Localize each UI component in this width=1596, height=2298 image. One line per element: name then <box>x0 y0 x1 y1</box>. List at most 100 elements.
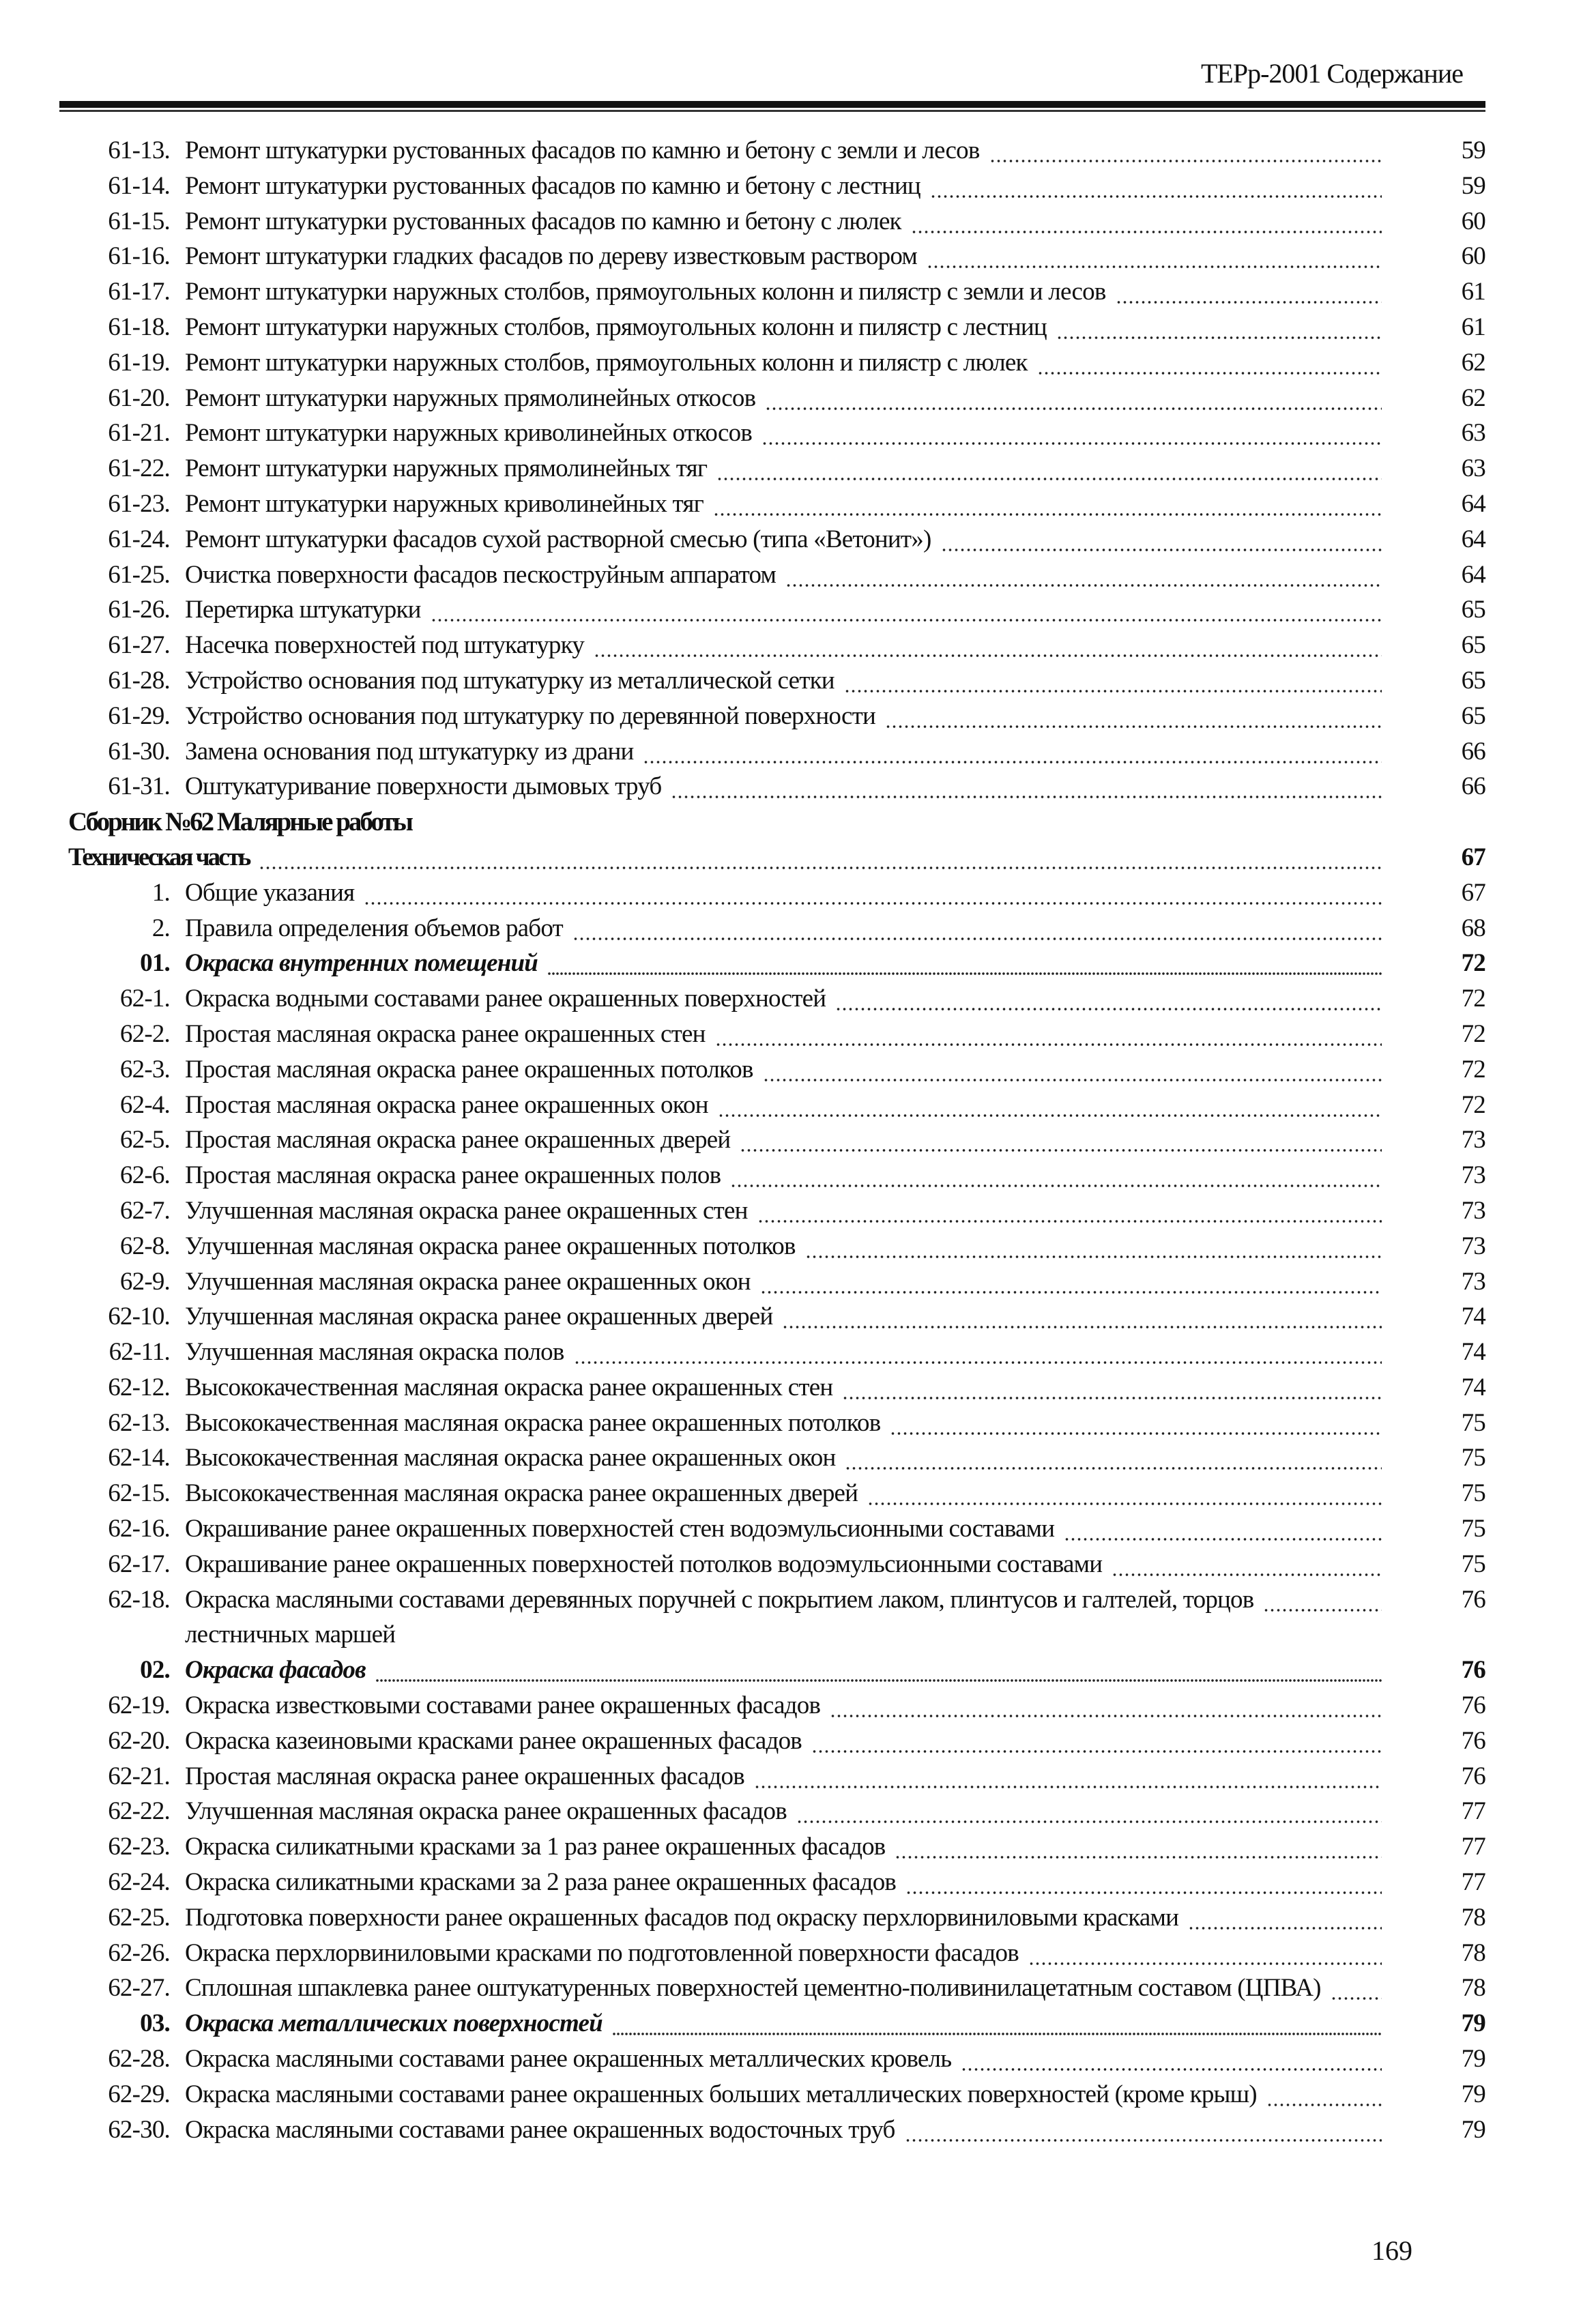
dot-leader <box>1112 1546 1382 1582</box>
entry-number: 62-24. <box>108 1868 171 1897</box>
toc-entry: 62-24. Окраска силикатными красками за 2 … <box>0 1865 1596 1900</box>
dot-leader <box>643 733 1382 770</box>
entry-title: Окраска силикатными красками за 2 раза р… <box>185 1868 897 1897</box>
entry-number: 61-21. <box>108 419 171 448</box>
toc-entry: 62-3. Простая масляная окраска ранее окра… <box>0 1051 1596 1088</box>
entry-title: Окраска масляными составами деревянных п… <box>185 1585 1254 1614</box>
entry-page: 74 <box>1461 1338 1486 1367</box>
entry-body: Оштукатуривание поверхности дымовых труб <box>185 769 1382 805</box>
entry-title: Простая масляная окраска ранее окрашенны… <box>185 1126 731 1154</box>
entry-title: Ремонт штукатурки гладких фасадов по дер… <box>185 242 918 271</box>
entry-body: Окраска металлических поверхностей <box>185 2006 1382 2042</box>
toc-entry: 62-11. Улучшенная масляная окраска полов 7… <box>0 1335 1596 1370</box>
entry-body: Улучшенная масляная окраска ранее окраше… <box>185 1264 1382 1300</box>
dot-leader <box>730 1158 1382 1193</box>
entry-page: 74 <box>1461 1303 1486 1331</box>
entry-title: Замена основания под штукатурку из драни <box>185 737 634 766</box>
entry-body: Окраска известковыми составами ранее окр… <box>185 1688 1382 1724</box>
entry-title: Высококачественная масляная окраска ране… <box>185 1479 858 1508</box>
entry-body: Улучшенная масляная окраска ранее окраше… <box>185 1794 1382 1830</box>
entry-title: Окрашивание ранее окрашенных поверхносте… <box>185 1550 1103 1578</box>
entry-body: Замена основания под штукатурку из драни <box>185 733 1382 770</box>
dot-leader <box>593 628 1382 663</box>
dot-leader <box>1064 1511 1382 1547</box>
entry-body: Ремонт штукатурки фасадов сухой растворн… <box>185 521 1382 557</box>
dot-leader <box>716 451 1382 486</box>
entry-body: Улучшенная масляная окраска ранее окраше… <box>185 1299 1382 1335</box>
entry-title: Ремонт штукатурки наружных столбов, прям… <box>185 312 1047 341</box>
entry-number: 62-19. <box>108 1691 171 1720</box>
entry-page: 74 <box>1461 1373 1486 1401</box>
entry-body: Окраска силикатными красками за 1 раз ра… <box>185 1829 1382 1865</box>
toc-section: 02. Окраска фасадов 76 <box>0 1653 1596 1689</box>
entry-body: Простая масляная окраска ранее окрашенны… <box>185 1016 1382 1052</box>
entry-number: 62-20. <box>108 1726 171 1755</box>
toc-entry: 62-23. Окраска силикатными красками за 1 … <box>0 1829 1596 1865</box>
dot-leader <box>867 1476 1382 1512</box>
dot-leader <box>890 1405 1382 1441</box>
dot-leader <box>740 1122 1382 1159</box>
entry-number: 62-5. <box>119 1126 171 1154</box>
entry-page: 59 <box>1461 136 1486 164</box>
entry-title: Ремонт штукатурки рустованных фасадов по… <box>185 171 921 200</box>
entry-number: 02. <box>140 1656 171 1685</box>
entry-title: Окраска масляными составами ранее окраше… <box>185 2080 1258 2108</box>
entry-title: Правила определения объемов работ <box>185 914 564 942</box>
dot-leader <box>259 839 1382 875</box>
entry-number: 62-4. <box>119 1090 171 1119</box>
entry-page: 75 <box>1461 1550 1486 1578</box>
entry-page: 73 <box>1461 1267 1486 1296</box>
toc-entry: 61-16. Ремонт штукатурки гладких фасадов … <box>0 239 1596 275</box>
entry-number: 62-30. <box>108 2115 171 2144</box>
entry-page: 72 <box>1461 1090 1486 1119</box>
entry-body: Ремонт штукатурки наружных прямолинейных… <box>185 451 1382 486</box>
entry-number: 61-27. <box>108 631 171 660</box>
entry-page: 62 <box>1461 383 1486 412</box>
entry-title: Ремонт штукатурки наружных столбов, прям… <box>185 278 1106 306</box>
entry-number: 61-19. <box>108 348 171 377</box>
entry-page: 76 <box>1461 1726 1486 1755</box>
entry-title: Простая масляная окраска ранее окрашенны… <box>185 1762 745 1790</box>
entry-body: Ремонт штукатурки гладких фасадов по дер… <box>185 239 1382 275</box>
entry-page: 77 <box>1461 1833 1486 1861</box>
entry-page: 62 <box>1461 348 1486 377</box>
entry-page: 76 <box>1461 1585 1486 1614</box>
entry-body: Окраска внутренних помещений <box>185 946 1382 982</box>
entry-body: Общие указания <box>185 875 1382 911</box>
entry-page: 79 <box>1461 2080 1486 2108</box>
entry-page: 66 <box>1461 737 1486 766</box>
toc-entry: 62-12. Высококачественная масляная окраск… <box>0 1369 1596 1406</box>
entry-page: 65 <box>1461 701 1486 730</box>
toc-entry: 62-26. Окраска перхлорвиниловыми красками… <box>0 1935 1596 1971</box>
entry-page: 78 <box>1461 1974 1486 2003</box>
toc-entry: 62-4. Простая масляная окраска ранее окра… <box>0 1087 1596 1123</box>
entry-body: Высококачественная масляная окраска ране… <box>185 1476 1382 1512</box>
toc-entry: 2. Правила определения объемов работ 68 <box>0 910 1596 946</box>
toc-entry: 62-16. Окрашивание ранее окрашенных повер… <box>0 1511 1596 1547</box>
entry-body: Ремонт штукатурки наружных столбов, прям… <box>185 309 1382 345</box>
toc-entry: 62-21. Простая масляная окраска ранее окр… <box>0 1758 1596 1794</box>
entry-page: 64 <box>1461 560 1486 589</box>
entry-body: Окраска масляными составами деревянных п… <box>185 1582 1382 1618</box>
entry-title: Улучшенная масляная окраска ранее окраше… <box>185 1303 773 1331</box>
entry-body: Техническая часть <box>68 839 1382 875</box>
toc-entry-continuation: лестничных маршей <box>0 1617 1596 1653</box>
entry-number: 61-14. <box>108 171 171 200</box>
dot-leader <box>904 2112 1382 2148</box>
entry-body: Сплошная шпаклевка ранее оштукатуренных … <box>185 1970 1382 2007</box>
entry-title: Улучшенная масляная окраска ранее окраше… <box>185 1196 748 1225</box>
dot-leader <box>717 1087 1382 1123</box>
dot-leader <box>830 1688 1382 1724</box>
entry-page: 65 <box>1461 631 1486 660</box>
dot-leader <box>989 133 1382 169</box>
dot-leader <box>1056 309 1382 345</box>
entry-title: Окраска масляными составами ранее окраше… <box>185 2045 952 2074</box>
dot-leader <box>1330 1970 1382 2007</box>
entry-title: Ремонт штукатурки рустованных фасадов по… <box>185 136 980 164</box>
dot-leader <box>753 1758 1382 1794</box>
entry-body: Подготовка поверхности ранее окрашенных … <box>185 1900 1382 1936</box>
entry-title: Ремонт штукатурки наружных прямолинейных… <box>185 454 708 483</box>
dot-leader <box>835 981 1382 1017</box>
entry-number: 62-7. <box>119 1196 171 1225</box>
entry-page: 79 <box>1461 2045 1486 2074</box>
